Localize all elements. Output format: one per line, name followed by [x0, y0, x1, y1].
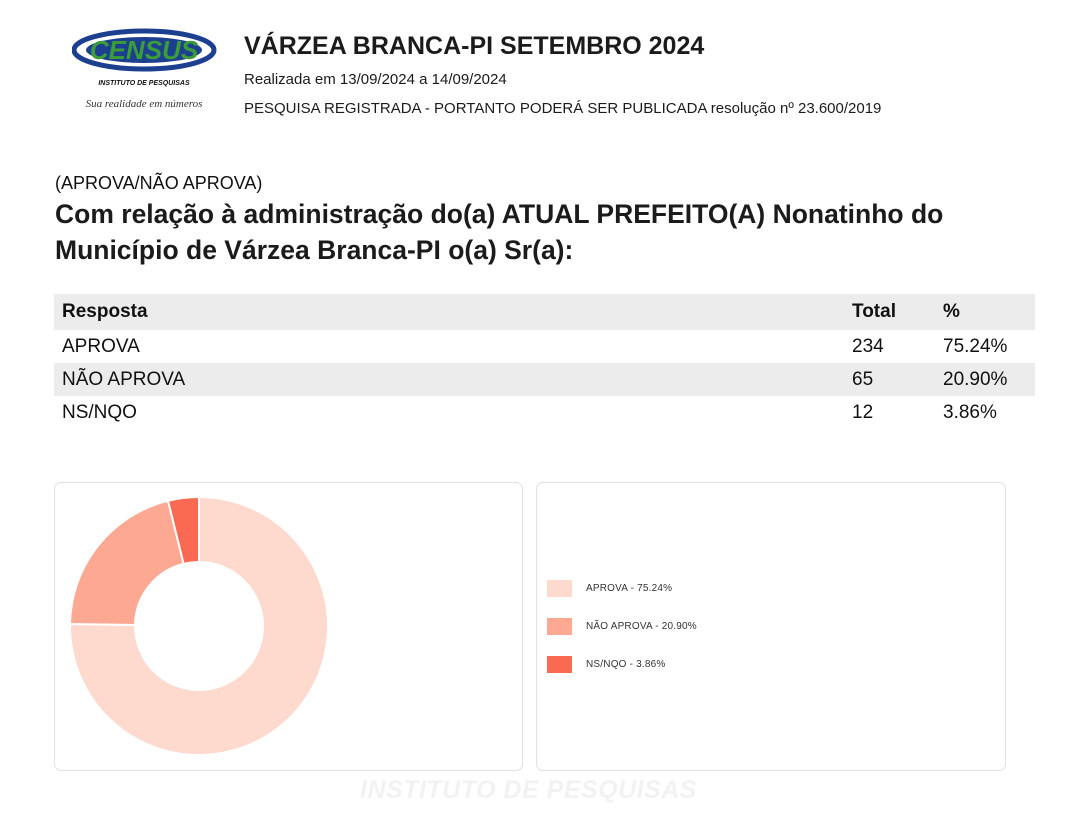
table-row: NÃO APROVA 65 20.90%: [54, 363, 1035, 396]
cell-percent: 75.24%: [943, 335, 1008, 357]
legend-swatch: [547, 618, 572, 635]
donut-slice-aprova: [69, 495, 329, 756]
logo-subtitle: INSTITUTO DE PESQUISAS: [98, 80, 190, 87]
cell-resposta: NS/NQO: [62, 401, 137, 423]
census-logo: CENSUS INSTITUTO DE PESQUISAS Sua realid…: [71, 28, 222, 118]
legend-item: APROVA - 75.24%: [547, 579, 697, 598]
cell-resposta: APROVA: [62, 335, 140, 357]
cell-percent: 20.90%: [943, 368, 1008, 390]
logo-wordmark: CENSUS: [90, 35, 199, 65]
cell-total: 12: [852, 401, 874, 423]
question-text: Com relação à administração do(a) ATUAL …: [55, 199, 944, 265]
legend-item: NS/NQO - 3.86%: [547, 655, 697, 674]
legend-swatch: [547, 656, 572, 673]
table-row: APROVA 234 75.24%: [54, 330, 1035, 363]
chart-panel: [54, 482, 523, 771]
table-header-row: Resposta Total %: [54, 294, 1035, 330]
legend-label: NÃO APROVA - 20.90%: [586, 621, 697, 632]
legend-item: NÃO APROVA - 20.90%: [547, 617, 697, 636]
legend-label: APROVA - 75.24%: [586, 583, 673, 594]
header-total: Total: [852, 301, 896, 322]
legend-panel: APROVA - 75.24% NÃO APROVA - 20.90% NS/N…: [536, 482, 1006, 771]
cell-resposta: NÃO APROVA: [62, 368, 186, 390]
donut-slice-n-o-aprova: [68, 499, 185, 627]
donut-chart: [68, 495, 329, 756]
legend-swatch: [547, 580, 572, 597]
registration-note: PESQUISA REGISTRADA - PORTANTO PODERÁ SE…: [244, 100, 882, 117]
page-title: VÁRZEA BRANCA-PI SETEMBRO 2024: [244, 32, 705, 60]
header-resposta: Resposta: [62, 301, 148, 322]
legend-label: NS/NQO - 3.86%: [586, 659, 666, 670]
donut-slice-ns-nqo: [166, 495, 200, 566]
chart-legend: APROVA - 75.24% NÃO APROVA - 20.90% NS/N…: [547, 579, 697, 693]
watermark: INSTITUTO DE PESQUISAS: [360, 776, 697, 804]
question-tag: (APROVA/NÃO APROVA): [55, 173, 263, 193]
cell-percent: 3.86%: [943, 401, 997, 423]
results-table: Resposta Total % APROVA 234 75.24% NÃO A…: [54, 294, 1035, 429]
table-row: NS/NQO 12 3.86%: [54, 396, 1035, 429]
cell-total: 234: [852, 335, 884, 357]
survey-dates: Realizada em 13/09/2024 a 14/09/2024: [244, 71, 507, 88]
cell-total: 65: [852, 368, 874, 390]
logo-slogan: Sua realidade em números: [86, 98, 203, 110]
header-percent: %: [943, 301, 960, 322]
